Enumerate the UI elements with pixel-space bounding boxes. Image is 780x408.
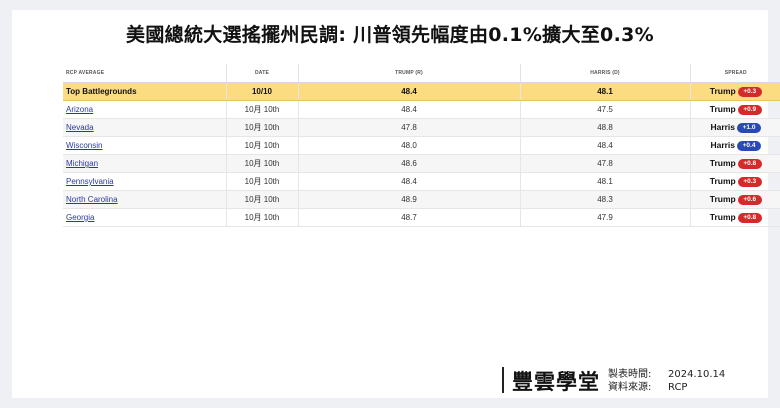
state-cell: Nevada: [63, 118, 226, 137]
spread-cell: Harris +1.0: [689, 118, 780, 137]
footer-meta: 製表時間: 2024.10.14 資料來源: RCP: [608, 368, 725, 394]
spread-badge: +0.9: [737, 104, 762, 115]
footer-divider: [502, 367, 504, 393]
spread-badge: +0.4: [737, 140, 762, 151]
column-header-spread: SPREAD: [689, 64, 780, 83]
made-time-value: 2024.10.14: [668, 369, 726, 380]
table-row: North Carolina 10月 10th 48.9 48.3 Trump +0.6: [63, 190, 780, 209]
harris-value-cell: 47.8: [519, 154, 690, 173]
spread-badge: +0.6: [737, 194, 762, 205]
column-header-trump: TRUMP (R): [297, 64, 520, 83]
state-cell: Wisconsin: [63, 136, 226, 155]
harris-value-cell: 47.5: [519, 100, 690, 119]
source-label: 資料來源:: [608, 382, 652, 393]
state-link[interactable]: Michigan: [66, 159, 99, 168]
spread-badge: +1.0: [737, 122, 762, 133]
content-card: 美國總統大選搖擺州民調: 川普領先幅度由0.1%擴大至0.3% RCP AVER…: [12, 10, 780, 398]
state-link[interactable]: North Carolina: [66, 195, 118, 204]
trump-value-cell: 48.9: [297, 190, 520, 209]
column-header-harris: HARRIS (D): [519, 64, 690, 83]
trump-value-cell: 48.4: [297, 82, 520, 101]
spread-leader: Trump: [709, 194, 736, 205]
date-cell: 10月 10th: [225, 190, 298, 209]
harris-value-cell: 48.1: [519, 172, 690, 191]
harris-value-cell: 48.8: [519, 118, 690, 137]
table-row: Wisconsin 10月 10th 48.0 48.4 Harris +0.4: [63, 136, 780, 155]
average-label: Top Battlegrounds: [66, 87, 137, 96]
spread-leader: Trump: [709, 86, 736, 97]
date-cell: 10/10: [225, 82, 298, 101]
table-row: Georgia 10月 10th 48.7 47.9 Trump +0.8: [63, 208, 780, 227]
table-header-row: RCP AVERAGE DATE TRUMP (R) HARRIS (D) SP…: [63, 64, 780, 83]
table-row: Arizona 10月 10th 48.4 47.5 Trump +0.9: [63, 100, 780, 119]
state-cell: North Carolina: [63, 190, 226, 209]
state-link[interactable]: Wisconsin: [66, 141, 103, 150]
harris-value-cell: 48.3: [519, 190, 690, 209]
page-title: 美國總統大選搖擺州民調: 川普領先幅度由0.1%擴大至0.3%: [126, 24, 654, 46]
state-link[interactable]: Georgia: [66, 213, 95, 222]
spread-badge: +0.8: [737, 212, 762, 223]
trump-value-cell: 48.0: [297, 136, 520, 155]
spread-leader: Harris: [710, 140, 736, 151]
made-time-label: 製表時間:: [608, 369, 652, 380]
spread-badge: +0.3: [737, 176, 762, 187]
brand-logo: 豐雲學堂: [512, 369, 600, 394]
table-row: Nevada 10月 10th 47.8 48.8 Harris +1.0: [63, 118, 780, 137]
trump-value-cell: 48.7: [297, 208, 520, 227]
trump-value-cell: 48.4: [297, 172, 520, 191]
spread-leader: Trump: [709, 212, 736, 223]
spread-leader: Trump: [709, 158, 736, 169]
spread-cell: Trump +0.3: [689, 172, 780, 191]
spread-leader: Trump: [709, 176, 736, 187]
spread-cell: Trump +0.6: [689, 190, 780, 209]
trump-value-cell: 48.4: [297, 100, 520, 119]
trump-value-cell: 48.6: [297, 154, 520, 173]
state-cell: Arizona: [63, 100, 226, 119]
poll-table: RCP AVERAGE DATE TRUMP (R) HARRIS (D) SP…: [63, 64, 780, 227]
column-header-rcp-average: RCP AVERAGE: [63, 64, 226, 83]
spread-cell: Trump +0.9: [689, 100, 780, 119]
harris-value-cell: 47.9: [519, 208, 690, 227]
spread-cell: Trump +0.3: [689, 82, 780, 101]
state-link[interactable]: Pennsylvania: [66, 177, 114, 186]
harris-value-cell: 48.1: [519, 82, 690, 101]
spread-badge: +0.3: [737, 86, 762, 97]
date-cell: 10月 10th: [225, 136, 298, 155]
table-row: Pennsylvania 10月 10th 48.4 48.1 Trump +0.3: [63, 172, 780, 191]
table-row: Michigan 10月 10th 48.6 47.8 Trump +0.8: [63, 154, 780, 173]
spread-cell: Trump +0.8: [689, 154, 780, 173]
spread-leader: Harris: [710, 122, 736, 133]
date-cell: 10月 10th: [225, 208, 298, 227]
average-row: Top Battlegrounds 10/10 48.4 48.1 Trump +0.3: [63, 82, 780, 101]
harris-value-cell: 48.4: [519, 136, 690, 155]
spread-leader: Trump: [709, 104, 736, 115]
spread-badge: +0.8: [737, 158, 762, 169]
date-cell: 10月 10th: [225, 154, 298, 173]
state-cell: Top Battlegrounds: [63, 82, 226, 101]
state-cell: Georgia: [63, 208, 226, 227]
spread-cell: Trump +0.8: [689, 208, 780, 227]
date-cell: 10月 10th: [225, 100, 298, 119]
footer-credit: 豐雲學堂 製表時間: 2024.10.14 資料來源: RCP: [502, 364, 762, 396]
state-link[interactable]: Arizona: [66, 105, 94, 114]
state-cell: Pennsylvania: [63, 172, 226, 191]
source-value: RCP: [668, 382, 688, 393]
column-header-date: DATE: [225, 64, 298, 83]
state-cell: Michigan: [63, 154, 226, 173]
date-cell: 10月 10th: [225, 172, 298, 191]
spread-cell: Harris +0.4: [689, 136, 780, 155]
state-link[interactable]: Nevada: [66, 123, 94, 132]
trump-value-cell: 47.8: [297, 118, 520, 137]
date-cell: 10月 10th: [225, 118, 298, 137]
